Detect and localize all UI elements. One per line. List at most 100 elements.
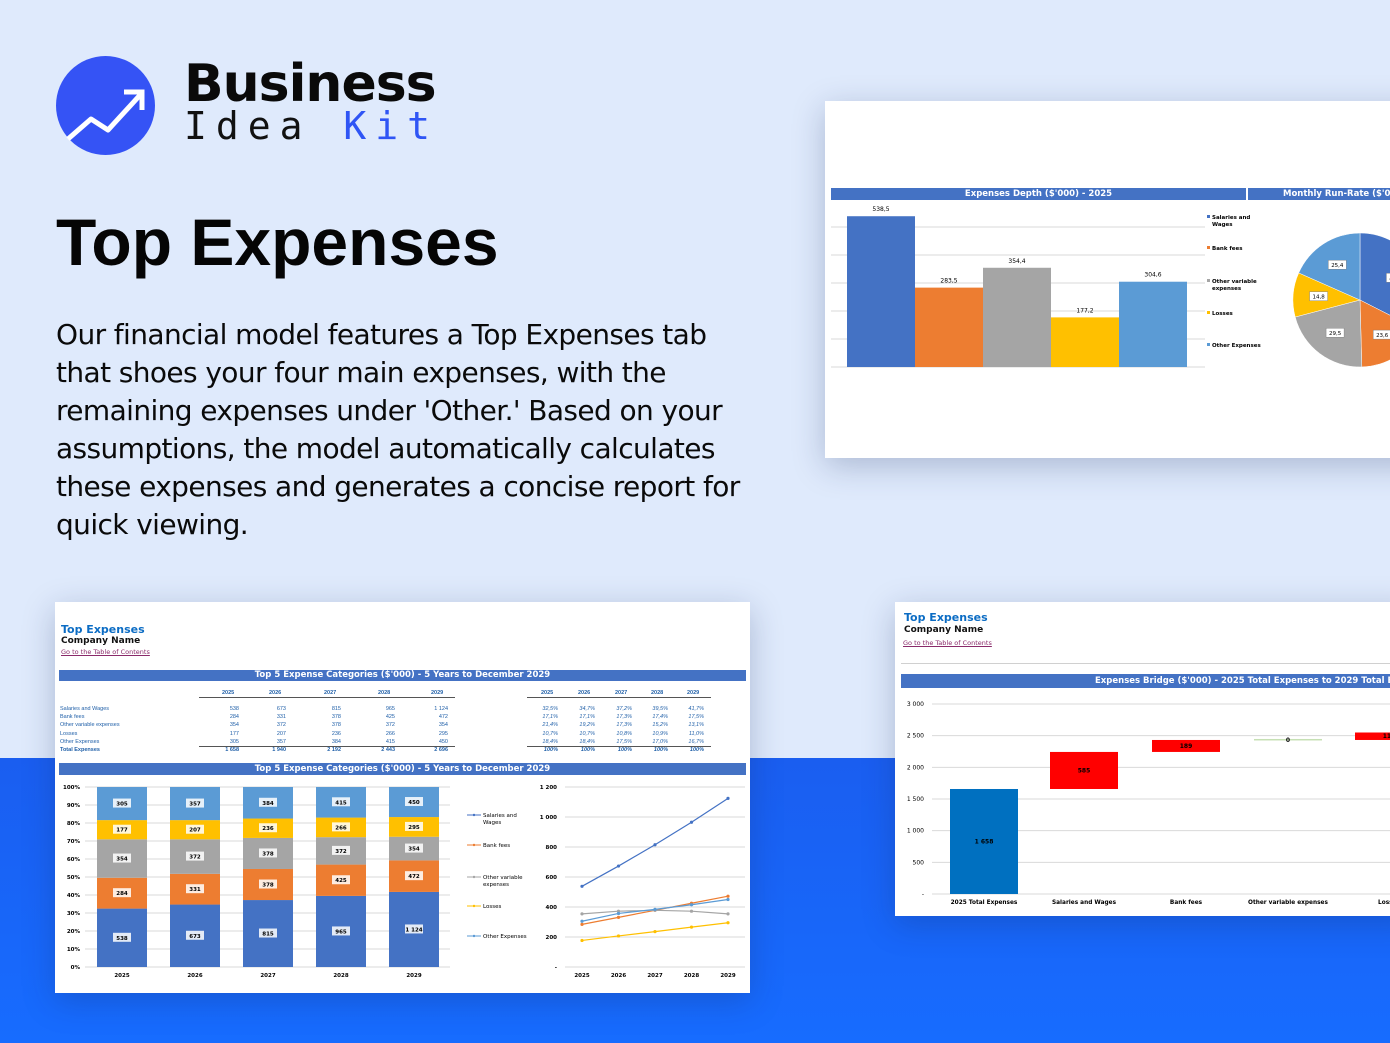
brand-idea: Idea [184, 104, 312, 148]
segment-label-box [259, 797, 277, 807]
table-pct: 10,7% [579, 730, 595, 737]
table-value: 236 [331, 730, 341, 737]
x-tick-label: Other variable expenses [1248, 900, 1328, 906]
series-point [580, 919, 584, 923]
series-point [580, 938, 584, 943]
series-line [581, 797, 729, 887]
segment-label-box [259, 848, 277, 858]
y-tick-label: 1 000 [540, 815, 557, 821]
table-value: 378 [331, 714, 341, 721]
pie-label-box [1386, 273, 1390, 283]
table-value: 207 [276, 730, 286, 737]
y-tick-label: 1 200 [540, 785, 557, 791]
segment-label-box [405, 871, 423, 881]
segment-label-box [186, 851, 204, 861]
table-value: 331 [276, 714, 286, 721]
segment-label: 378 [262, 851, 274, 857]
line-legend-item: Losses [483, 904, 501, 910]
chart-header: Top 5 Expense Categories ($'000) - 5 Yea… [59, 763, 746, 775]
y-tick-label: 1 500 [907, 796, 924, 803]
bridge-bar-label: 0 [1286, 737, 1290, 744]
table-value: 266 [385, 730, 395, 737]
y-tick-label: 50% [67, 875, 81, 881]
y-tick-label: 100% [63, 785, 80, 791]
brand-name: Business [184, 54, 437, 114]
segment-label: 1 124 [405, 927, 422, 933]
table-value: 372 [385, 722, 395, 729]
y-tick-label: 3 000 [907, 701, 924, 708]
segment-label: 384 [262, 801, 274, 807]
segment-label-box [186, 824, 204, 834]
table-pct: 21,4% [542, 722, 558, 729]
x-tick-label: 2025 [114, 973, 129, 979]
table-pct: 18,4% [542, 738, 558, 745]
y-tick-label: 0% [71, 965, 81, 971]
segment-label: 207 [189, 828, 201, 834]
segment-label: 415 [335, 800, 347, 806]
table-pct: 32,5% [542, 706, 558, 712]
table-row-label: Other variable expenses [60, 722, 120, 729]
series-point [726, 912, 730, 916]
trend-arrow-icon [66, 89, 145, 141]
depth-bar-label: 538,5 [872, 206, 889, 213]
depth-chart-header: Expenses Depth ($'000) - 2025 [831, 188, 1246, 200]
depth-legend-item: Other Expenses [1212, 343, 1261, 349]
table-pct: 41,7% [688, 706, 704, 712]
table-pct: 10,7% [542, 730, 558, 737]
legend-marker [472, 934, 476, 938]
depth-legend-item: Other variable expenses [1212, 279, 1257, 292]
table-total-label: Total Expenses [60, 747, 100, 753]
table-pct: 16,7% [688, 738, 704, 745]
table-row-label: Other Expenses [60, 738, 100, 745]
y-tick-label: 70% [67, 839, 81, 845]
table-year-header: 2026 [269, 690, 282, 696]
table-value: 965 [385, 706, 395, 712]
table-total-pct: 100% [543, 747, 558, 753]
table-value: 284 [229, 714, 239, 721]
pie-label: 23,6 [1376, 333, 1389, 339]
table-value: 372 [276, 722, 286, 729]
table-pct-year-header: 2028 [651, 690, 664, 696]
depth-bar-label: 177,2 [1076, 307, 1093, 314]
bridge-table-of-contents-link[interactable]: Go to the Table of Contents [903, 639, 992, 647]
y-tick-label: 200 [546, 935, 558, 941]
y-tick-label: 1 000 [907, 828, 924, 835]
table-value: 357 [276, 738, 286, 745]
series-point [580, 884, 584, 888]
table-pct: 17,5% [688, 714, 704, 721]
segment-label: 305 [116, 802, 128, 808]
y-tick-label: - [922, 891, 924, 898]
y-tick-label: 10% [67, 947, 81, 953]
depth-and-runrate-charts: 538,5 283,5 354,4 177,2 304,6 Salaries and Wag… [831, 206, 1390, 368]
table-of-contents-link[interactable]: Go to the Table of Contents [61, 648, 150, 656]
table-pct: 10,8% [616, 730, 632, 737]
table-value: 425 [385, 714, 395, 721]
table-value: 673 [276, 706, 286, 712]
table-pct: 17,1% [579, 714, 595, 721]
series-point [726, 897, 730, 902]
bridge-bar-label: 1 658 [975, 838, 994, 845]
depth-bar-label: 304,6 [1144, 272, 1161, 279]
segment-label-box [113, 853, 131, 863]
segment-label-box [259, 823, 277, 833]
x-tick-label: 2026 [187, 973, 202, 979]
segment-label-box [332, 797, 350, 807]
segment-label: 450 [408, 800, 420, 806]
bridge-bar [1152, 739, 1220, 752]
segment-label: 354 [408, 847, 420, 853]
segment-label: 372 [189, 855, 201, 861]
legend-swatch [1207, 311, 1210, 314]
pie-label-box [1325, 328, 1345, 338]
x-tick-label: 2029 [720, 973, 735, 979]
segment-label: 965 [335, 929, 347, 935]
table-pct: 19,2% [579, 722, 595, 729]
segment-label-box [405, 797, 423, 807]
series-point [616, 909, 621, 913]
table-pct-year-header: 2029 [687, 690, 700, 696]
series-point [726, 921, 730, 925]
x-tick-label: 2029 [406, 973, 421, 979]
legend-marker [472, 875, 476, 879]
y-tick-label: 600 [546, 875, 558, 881]
table-value: 354 [438, 722, 448, 729]
bridge-bar [1254, 738, 1322, 741]
